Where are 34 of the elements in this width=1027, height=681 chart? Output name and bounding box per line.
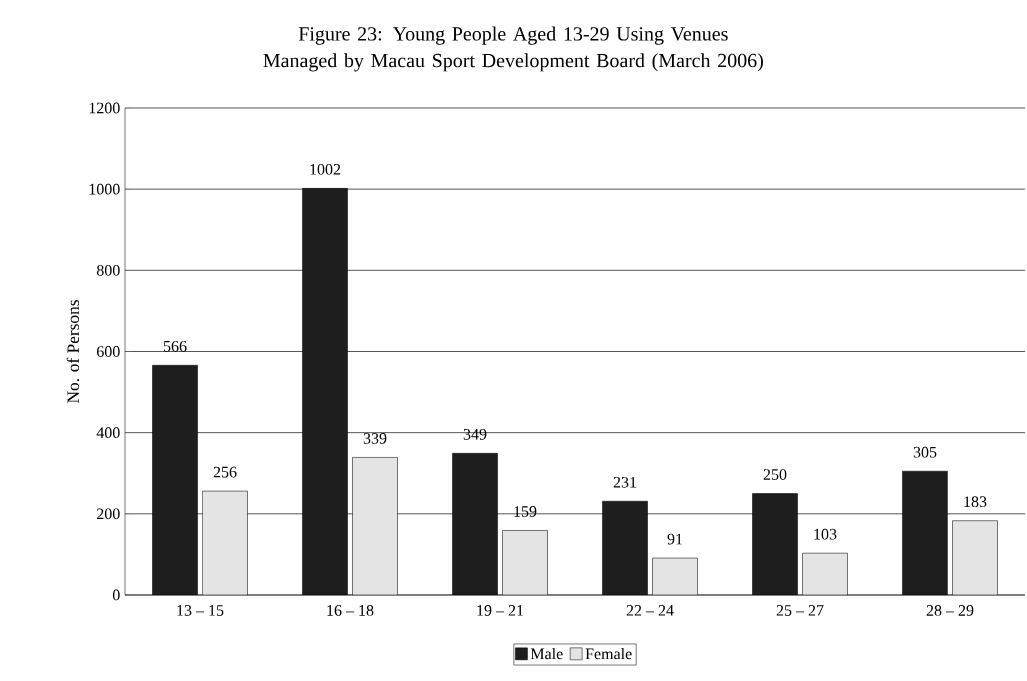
x-tick-label: 22 – 24	[626, 605, 674, 616]
data-label: 566	[163, 340, 187, 352]
data-label: 231	[613, 476, 637, 488]
data-label: 339	[363, 433, 387, 444]
bar	[152, 365, 198, 595]
data-label: 159	[514, 506, 537, 517]
y-tick-label: 1000	[89, 183, 120, 195]
y-tick-label: 0	[112, 589, 120, 601]
y-tick-label: 1200	[89, 102, 120, 114]
data-label: 256	[213, 466, 237, 478]
bar	[752, 493, 798, 595]
legend-label: Female	[585, 647, 632, 660]
bar	[302, 188, 348, 595]
bar	[602, 500, 648, 595]
x-tick-label: 16 – 18	[327, 605, 374, 616]
chart-title: Figure 23: Young People Aged 13-29 Using Venues Managed by Macau Sport Development Board (March 2006)	[263, 26, 763, 72]
bar	[452, 453, 498, 595]
legend-label: Male	[530, 647, 563, 660]
data-label: 250	[763, 469, 787, 480]
data-label: 1002	[310, 163, 341, 175]
x-tick-label: 28 – 29	[926, 605, 974, 616]
data-label: 305	[913, 446, 937, 458]
y-tick-label: 400	[96, 427, 120, 439]
y-tick-label: 800	[96, 264, 120, 276]
x-tick-label: 19 – 21	[477, 605, 524, 616]
x-tick-label: 25 – 27	[776, 605, 824, 616]
data-label: 91	[667, 533, 683, 545]
x-tick-label: 13 – 15	[177, 605, 224, 616]
y-axis-title: No. of Persons	[66, 300, 80, 403]
bar	[902, 470, 948, 595]
y-tick-label: 600	[96, 346, 120, 357]
y-tick-label: 200	[97, 508, 120, 520]
data-label: 183	[964, 496, 987, 508]
data-label: 103	[814, 528, 837, 540]
